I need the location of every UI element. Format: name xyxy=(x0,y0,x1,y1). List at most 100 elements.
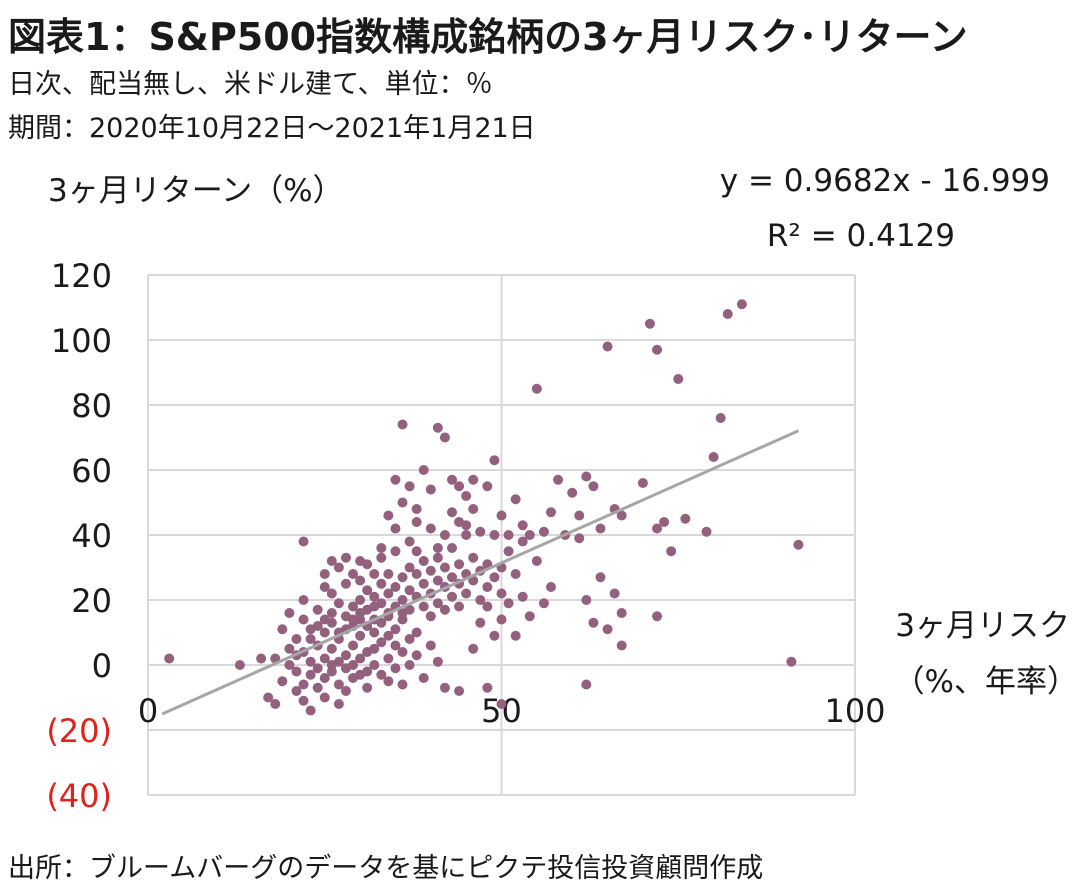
data-point xyxy=(383,653,394,664)
data-point xyxy=(461,491,472,501)
page-title: 図表1：S&P500指数構成銘柄の3ヶ月リスク･リターン xyxy=(8,15,968,59)
data-point xyxy=(425,565,436,576)
data-point xyxy=(404,481,415,492)
data-point xyxy=(383,569,394,579)
data-point xyxy=(616,608,627,618)
data-point xyxy=(298,536,309,547)
data-point xyxy=(284,660,295,670)
data-point xyxy=(531,383,542,394)
data-point xyxy=(340,686,351,696)
data-point xyxy=(333,598,344,609)
data-point xyxy=(411,517,422,527)
y-tick-label: 100 xyxy=(51,322,112,360)
data-point xyxy=(468,552,479,563)
data-point xyxy=(489,455,500,466)
data-point xyxy=(538,598,549,609)
data-point xyxy=(510,630,521,641)
data-point xyxy=(305,669,316,680)
data-point xyxy=(397,572,408,583)
data-point xyxy=(390,546,401,557)
data-point xyxy=(461,588,472,599)
data-point xyxy=(496,588,507,599)
data-point xyxy=(786,656,797,667)
data-point xyxy=(234,660,245,670)
data-point xyxy=(284,643,295,654)
trendline xyxy=(161,429,800,716)
data-point xyxy=(319,569,330,579)
data-point xyxy=(454,601,465,612)
data-point xyxy=(376,598,387,609)
data-point xyxy=(326,556,337,566)
data-point xyxy=(348,640,359,651)
data-point xyxy=(447,572,458,583)
y-tick-label: 80 xyxy=(71,387,112,425)
data-point xyxy=(333,679,344,690)
data-point xyxy=(397,679,408,690)
data-point xyxy=(432,543,443,553)
data-point xyxy=(376,669,387,680)
data-point xyxy=(340,650,351,661)
data-point xyxy=(397,647,408,657)
y-tick-label: 40 xyxy=(71,517,112,555)
data-point xyxy=(793,539,804,550)
data-point xyxy=(312,621,323,631)
y-axis-label: 3ヶ月リターン（%） xyxy=(48,173,344,209)
data-point xyxy=(369,591,380,602)
data-point xyxy=(482,582,493,592)
data-point xyxy=(496,510,507,521)
data-point xyxy=(333,699,344,709)
data-point xyxy=(482,481,493,492)
data-point xyxy=(708,452,719,462)
data-point xyxy=(340,552,351,563)
data-point xyxy=(263,692,274,703)
y-tick-label: (40) xyxy=(46,777,112,815)
trendline-group xyxy=(161,429,800,716)
data-point xyxy=(425,640,436,651)
y-tick-label: 20 xyxy=(71,582,112,620)
data-point xyxy=(545,507,556,518)
data-point xyxy=(418,601,429,612)
data-point xyxy=(319,582,330,592)
data-point xyxy=(312,663,323,674)
data-point xyxy=(326,666,337,677)
data-point xyxy=(496,699,507,709)
data-point xyxy=(609,588,620,599)
data-point xyxy=(362,666,373,677)
data-point xyxy=(722,309,733,319)
x-tick-label: 50 xyxy=(481,692,522,730)
data-point xyxy=(425,611,436,622)
data-point xyxy=(411,504,422,514)
data-point xyxy=(588,617,599,628)
data-point xyxy=(652,344,663,355)
data-point xyxy=(390,624,401,635)
data-point xyxy=(376,552,387,563)
data-point xyxy=(333,656,344,667)
data-point xyxy=(270,699,281,709)
data-point xyxy=(454,559,465,570)
data-point xyxy=(291,634,302,644)
units-subtitle: 日次、配当無し、米ドル建て、単位：％ xyxy=(8,69,493,100)
data-point xyxy=(404,660,415,670)
y-tick-label: 0 xyxy=(92,647,112,685)
data-point xyxy=(383,676,394,687)
data-point xyxy=(524,530,535,540)
data-point xyxy=(602,624,613,635)
data-point xyxy=(305,656,316,667)
x-axis-label-line2: （%、年率） xyxy=(894,664,1078,700)
data-point xyxy=(461,530,472,540)
data-point xyxy=(581,471,592,482)
y-tick-label: 120 xyxy=(51,257,112,295)
data-point xyxy=(602,341,613,352)
data-point xyxy=(390,523,401,534)
data-point xyxy=(319,627,330,638)
data-point xyxy=(418,673,429,683)
data-point xyxy=(482,601,493,612)
data-point xyxy=(390,582,401,592)
data-point xyxy=(680,513,691,524)
data-point xyxy=(616,510,627,521)
data-point xyxy=(383,588,394,599)
data-point xyxy=(447,543,458,553)
data-point xyxy=(319,614,330,625)
data-point xyxy=(468,504,479,514)
